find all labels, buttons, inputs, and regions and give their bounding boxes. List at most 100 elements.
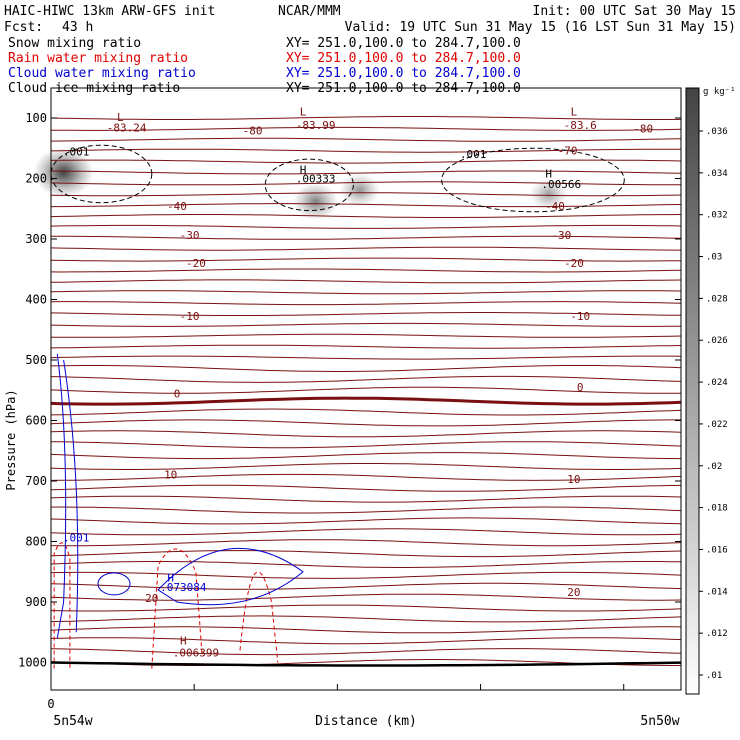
- isotherm-line-37: [50, 517, 682, 525]
- isotherm-line-30: [50, 441, 682, 449]
- isotherm-line-13: [50, 257, 682, 262]
- cloud-water-label-1: H: [167, 571, 174, 584]
- isotherm-line-25: [50, 386, 681, 394]
- rain-contour-1: [151, 548, 203, 669]
- cloud-water-label-2: .073084: [160, 581, 207, 594]
- isotherm-label-6: -80: [243, 124, 263, 137]
- isotherm-line-32: [50, 463, 682, 470]
- isotherm-line-49: [50, 648, 682, 656]
- isotherm-label-17: 0: [174, 388, 181, 401]
- y-tick-label-1: 200: [25, 172, 47, 186]
- colorbar-tick-label-6: .022: [706, 420, 728, 430]
- y-tick-label-2: 300: [25, 232, 47, 246]
- colorbar-unit: g kg⁻¹: [703, 87, 736, 97]
- y-tick-label-0: 100: [25, 111, 47, 125]
- rain-contour-0: [53, 542, 71, 669]
- x-origin-label: 0: [47, 697, 54, 711]
- colorbar-tick-label-5: .02: [706, 462, 722, 472]
- isotherm-line-23: [50, 365, 682, 372]
- isotherm-label-2: L: [300, 106, 307, 119]
- colorbar-tick-label-8: .026: [706, 336, 728, 346]
- header-center: NCAR/MMM: [278, 4, 341, 19]
- y-tick-label-5: 600: [25, 414, 47, 428]
- isotherm-line-12: [50, 246, 681, 251]
- rain-water-contours: [53, 542, 279, 669]
- cloud-water-label-0: .001: [63, 532, 90, 545]
- isotherm-label-7: -80: [633, 123, 653, 136]
- isotherm-label-8: -70: [558, 144, 578, 157]
- isotherm-line-19: [50, 322, 681, 327]
- colorbar-tick-label-4: .018: [706, 504, 728, 514]
- cloud-ice-contour-0: [50, 144, 153, 204]
- isotherm-label-18: 0: [577, 381, 584, 394]
- isotherm-line-3: [50, 148, 681, 153]
- isotherm-line-15: [50, 279, 682, 284]
- isotherm-label-9: -40: [167, 200, 187, 213]
- isotherm-line-16: [50, 290, 682, 295]
- x-left-location: 5n54w: [53, 714, 92, 729]
- isotherm-line-17: [50, 301, 682, 306]
- isotherm-line-26: [50, 396, 682, 406]
- isotherm-line-39: [50, 539, 682, 547]
- cloud-ice-label-5: .00566: [541, 178, 581, 191]
- y-tick-label-9: 1000: [18, 656, 47, 670]
- isotherm-line-33: [50, 473, 682, 481]
- cloud-ice-label-1: H: [300, 164, 307, 177]
- header-fcst-value: 43 h: [62, 20, 93, 35]
- field-name-snow: Snow mixing ratio: [8, 36, 141, 51]
- isotherm-label-1: L: [117, 111, 124, 124]
- cloud-water-contours: [56, 353, 304, 639]
- y-axis-label: Pressure (hPa): [4, 389, 18, 490]
- isotherm-label-12: -30: [551, 229, 571, 242]
- isotherm-line-14: [50, 268, 682, 273]
- header-fcst-label: Fcst:: [4, 20, 43, 35]
- field-name-cloud-water: Cloud water mixing ratio: [8, 66, 196, 81]
- colorbar-tick-label-12: .034: [706, 169, 728, 179]
- isotherm-line-2: [50, 137, 682, 142]
- isotherm-line-48: [50, 637, 682, 645]
- isotherm-line-21: [50, 344, 682, 349]
- isotherm-line-20: [51, 333, 682, 338]
- cloud-ice-label-3: .001: [460, 148, 487, 161]
- isotherm-line-4: [50, 159, 682, 164]
- isotherm-label-24: .006399: [173, 646, 219, 659]
- colorbar-tick-label-9: .028: [706, 294, 728, 304]
- header-title: HAIC-HIWC 13km ARW-GFS init: [4, 4, 215, 19]
- cloud-ice-contour-2: [441, 147, 625, 213]
- isotherm-line-7: [50, 192, 682, 197]
- snow-maximum-1: [293, 182, 338, 221]
- field-xy-cloud-water: XY= 251.0,100.0 to 284.7,100.0: [286, 66, 521, 81]
- isotherm-label-0: -83.24: [107, 121, 147, 134]
- x-right-location: 5n50w: [640, 714, 679, 729]
- isotherm-line-28: [50, 419, 681, 427]
- isotherm-label-11: -30: [180, 229, 200, 242]
- cloud-ice-label-4: H: [545, 167, 552, 180]
- isotherm-line-38: [50, 528, 682, 536]
- surface-pressure-line: [50, 661, 682, 667]
- isotherm-label-19: 10: [164, 469, 177, 482]
- header-valid: Valid: 19 UTC Sun 31 May 15 (16 LST Sun …: [345, 20, 736, 35]
- colorbar-ticks: .01 .012 .014 .016 .018 .02 .022 .024 .026 .028 .0…: [699, 127, 728, 681]
- isotherm-line-10: [50, 224, 682, 229]
- cloud-water-column-1: [63, 359, 79, 633]
- colorbar-tick-label-11: .032: [706, 211, 728, 221]
- isotherm-line-47: [50, 626, 682, 634]
- y-tick-label-6: 700: [25, 474, 47, 488]
- cloud-ice-contours: [50, 144, 625, 213]
- rain-contour-2: [239, 571, 279, 663]
- y-tick-label-3: 400: [25, 293, 47, 307]
- isotherm-line-40: [50, 550, 682, 558]
- colorbar-tick-label-2: .014: [706, 587, 728, 597]
- cloud-ice-label-0: .001: [63, 146, 90, 159]
- isotherm-line-31: [50, 452, 682, 460]
- isotherm-label-5: -83.6: [564, 119, 597, 132]
- isotherm-line-18: [50, 312, 682, 316]
- isotherm-line-35: [50, 495, 682, 503]
- cloud-water-cell-1: [157, 547, 304, 606]
- snow-maximum-3: [530, 178, 568, 210]
- isotherm-label-16: -10: [570, 310, 590, 323]
- isotherm-line-29: [50, 430, 682, 438]
- cloud-ice-contour-1: [264, 158, 354, 212]
